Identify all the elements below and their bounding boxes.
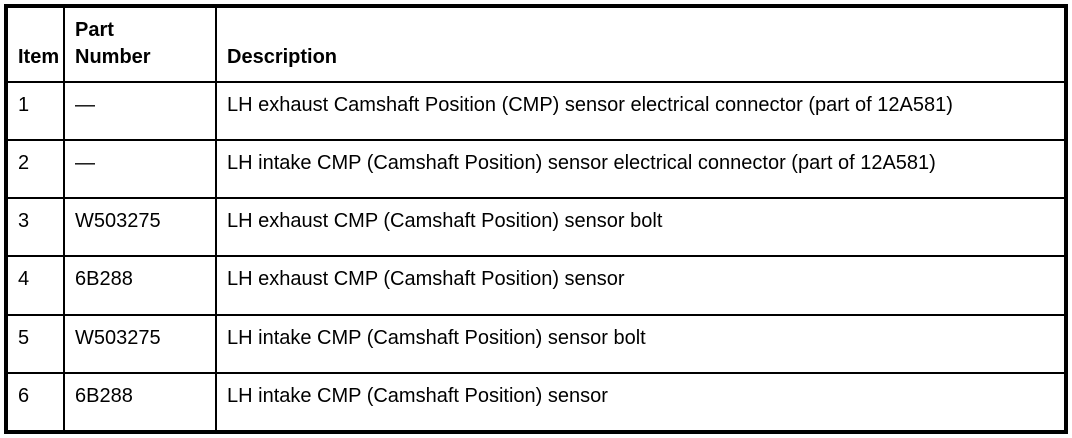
column-header-item-label: Item bbox=[18, 46, 60, 68]
column-header-part-number: Part Number bbox=[63, 5, 217, 83]
column-header-part-number-label: Part Number bbox=[75, 19, 151, 68]
part-number-cell: W503275 bbox=[63, 313, 217, 374]
part-number-cell: W503275 bbox=[63, 197, 217, 258]
header-row: Item Part Number Description bbox=[5, 5, 1067, 83]
description-cell: LH exhaust CMP (Camshaft Position) senso… bbox=[215, 197, 1067, 258]
table-row: 1 — LH exhaust Camshaft Position (CMP) s… bbox=[5, 80, 1067, 142]
table-row: 3 W503275 LH exhaust CMP (Camshaft Posit… bbox=[5, 197, 1067, 258]
part-number-cell: 6B288 bbox=[63, 255, 217, 316]
table-row: 6 6B288 LH intake CMP (Camshaft Position… bbox=[5, 371, 1067, 434]
description-cell: LH exhaust Camshaft Position (CMP) senso… bbox=[215, 80, 1067, 142]
part-number-cell: — bbox=[63, 139, 217, 200]
table-body: 1 — LH exhaust Camshaft Position (CMP) s… bbox=[5, 80, 1067, 434]
item-cell: 3 bbox=[5, 197, 65, 258]
item-cell: 4 bbox=[5, 255, 65, 316]
column-header-item: Item bbox=[5, 5, 65, 83]
table-row: 5 W503275 LH intake CMP (Camshaft Positi… bbox=[5, 313, 1067, 374]
description-cell: LH intake CMP (Camshaft Position) sensor bbox=[215, 371, 1067, 434]
column-header-description-label: Description bbox=[227, 46, 338, 68]
parts-table: Item Part Number Description 1 — LH exha… bbox=[4, 4, 1068, 434]
description-cell: LH exhaust CMP (Camshaft Position) senso… bbox=[215, 255, 1067, 316]
item-cell: 5 bbox=[5, 313, 65, 374]
item-cell: 1 bbox=[5, 80, 65, 142]
item-cell: 2 bbox=[5, 139, 65, 200]
part-number-cell: 6B288 bbox=[63, 371, 217, 434]
description-cell: LH intake CMP (Camshaft Position) sensor… bbox=[215, 313, 1067, 374]
table-row: 4 6B288 LH exhaust CMP (Camshaft Positio… bbox=[5, 255, 1067, 316]
description-cell: LH intake CMP (Camshaft Position) sensor… bbox=[215, 139, 1067, 200]
item-cell: 6 bbox=[5, 371, 65, 434]
table-row: 2 — LH intake CMP (Camshaft Position) se… bbox=[5, 139, 1067, 200]
column-header-description: Description bbox=[215, 5, 1067, 83]
part-number-cell: — bbox=[63, 80, 217, 142]
